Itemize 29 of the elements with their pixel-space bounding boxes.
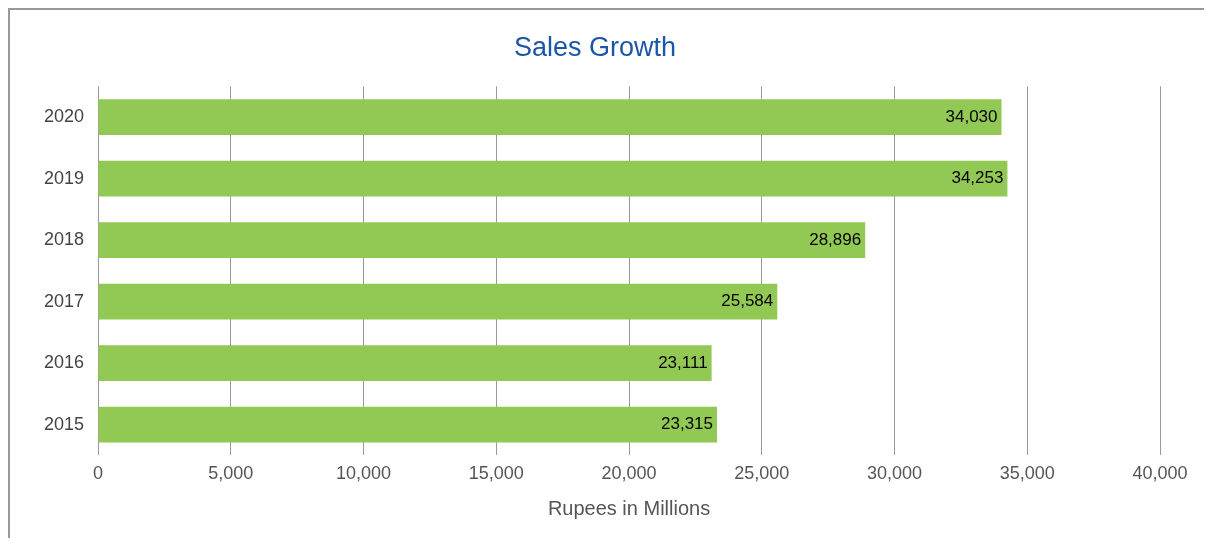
data-label: 25,584 [721, 291, 774, 311]
bar [98, 406, 718, 443]
y-tick-label: 2020 [44, 106, 85, 127]
bar [98, 222, 866, 258]
data-label: 23,111 [658, 352, 708, 372]
y-tick-label: 2017 [44, 290, 85, 311]
chart-title: Sales Growth [513, 31, 677, 62]
data-label: 28,896 [809, 229, 862, 249]
bar [98, 160, 1008, 197]
x-tick-label: 35,000 [999, 463, 1055, 484]
x-tick-label: 30,000 [866, 463, 923, 484]
x-tick-label: 25,000 [734, 463, 790, 484]
y-tick-label: 2019 [44, 167, 85, 188]
data-label: 34,030 [945, 106, 998, 126]
x-tick-label: 20,000 [601, 463, 657, 484]
bar [98, 283, 778, 320]
x-tick-label: 15,000 [468, 463, 524, 484]
x-tick-label: 40,000 [1132, 463, 1188, 484]
x-axis-title: Rupees in Millions [547, 496, 711, 519]
bar [98, 345, 712, 381]
bar [98, 99, 1002, 135]
y-tick-label: 2015 [44, 413, 85, 434]
y-tick-label: 2018 [44, 229, 85, 250]
x-tick-label: 0 [93, 463, 104, 484]
x-tick-label: 5,000 [208, 463, 254, 484]
data-label: 23,315 [661, 414, 714, 434]
data-label: 34,253 [951, 168, 1004, 188]
x-tick-label: 10,000 [336, 463, 392, 484]
y-tick-label: 2016 [44, 352, 85, 373]
